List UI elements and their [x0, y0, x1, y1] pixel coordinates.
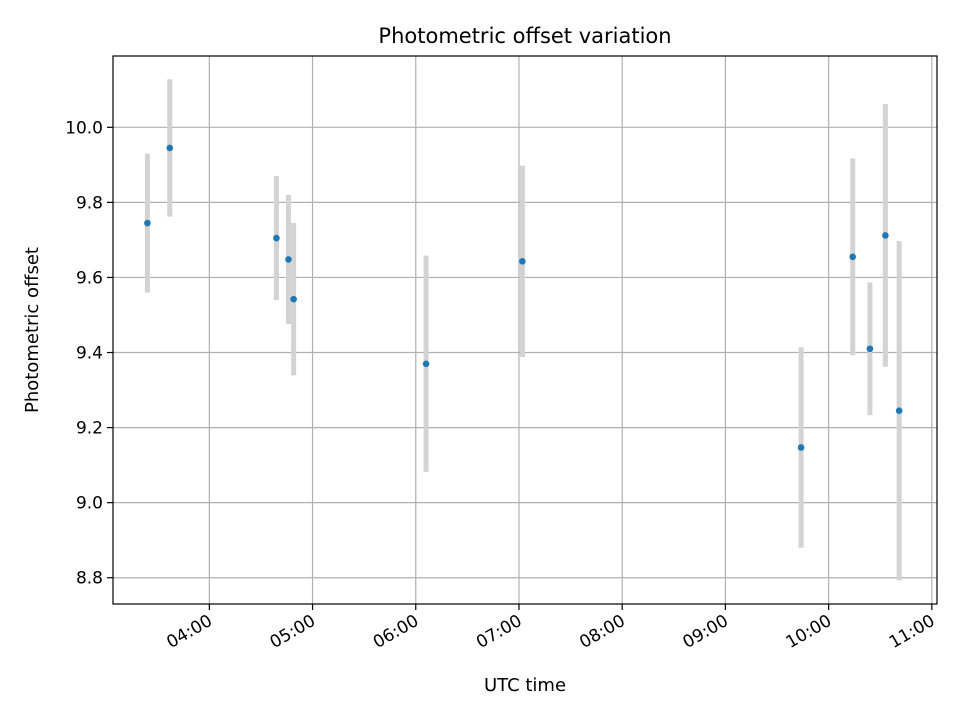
x-tick-label: 09:00	[679, 611, 731, 653]
x-tick-label: 10:00	[783, 611, 835, 653]
x-tick-label: 04:00	[163, 611, 215, 653]
y-axis-ticks: 8.8 9.0 9.2 9.4 9.6 9.8 10.0	[65, 118, 113, 589]
data-point	[866, 345, 874, 353]
x-axis-ticks: 04:00 05:00 06:00 07:00 08:00 09:00 10:00 11:00	[163, 604, 938, 653]
x-tick-label: 05:00	[267, 611, 319, 653]
y-tick-label: 9.8	[76, 193, 103, 213]
x-tick-label: 07:00	[473, 611, 525, 653]
data-point	[285, 256, 292, 263]
data-point	[422, 360, 430, 368]
y-tick-label: 9.0	[76, 494, 103, 514]
x-axis-title: UTC time	[484, 675, 566, 696]
data-point	[519, 258, 526, 265]
y-tick-label: 8.8	[76, 569, 103, 589]
errorbars	[144, 79, 902, 581]
data-point	[290, 295, 297, 303]
data-point	[849, 253, 857, 261]
x-tick-label: 08:00	[576, 611, 628, 653]
data-point	[273, 234, 280, 242]
plot-frame	[112, 55, 938, 605]
y-tick-label: 10.0	[65, 118, 103, 138]
chart-title: Photometric offset variation	[378, 24, 671, 48]
x-tick-label: 11:00	[886, 611, 938, 653]
data-point	[895, 407, 903, 414]
data-point	[882, 232, 889, 239]
y-tick-label: 9.2	[76, 419, 103, 439]
data-points	[144, 144, 903, 451]
data-point	[797, 444, 805, 451]
y-tick-label: 9.4	[76, 344, 103, 364]
grid	[113, 56, 937, 604]
y-tick-label: 9.6	[76, 268, 103, 288]
data-point	[166, 144, 174, 152]
data-point	[144, 219, 151, 227]
x-tick-label: 06:00	[370, 611, 422, 653]
y-axis-title: Photometric offset	[22, 247, 43, 413]
